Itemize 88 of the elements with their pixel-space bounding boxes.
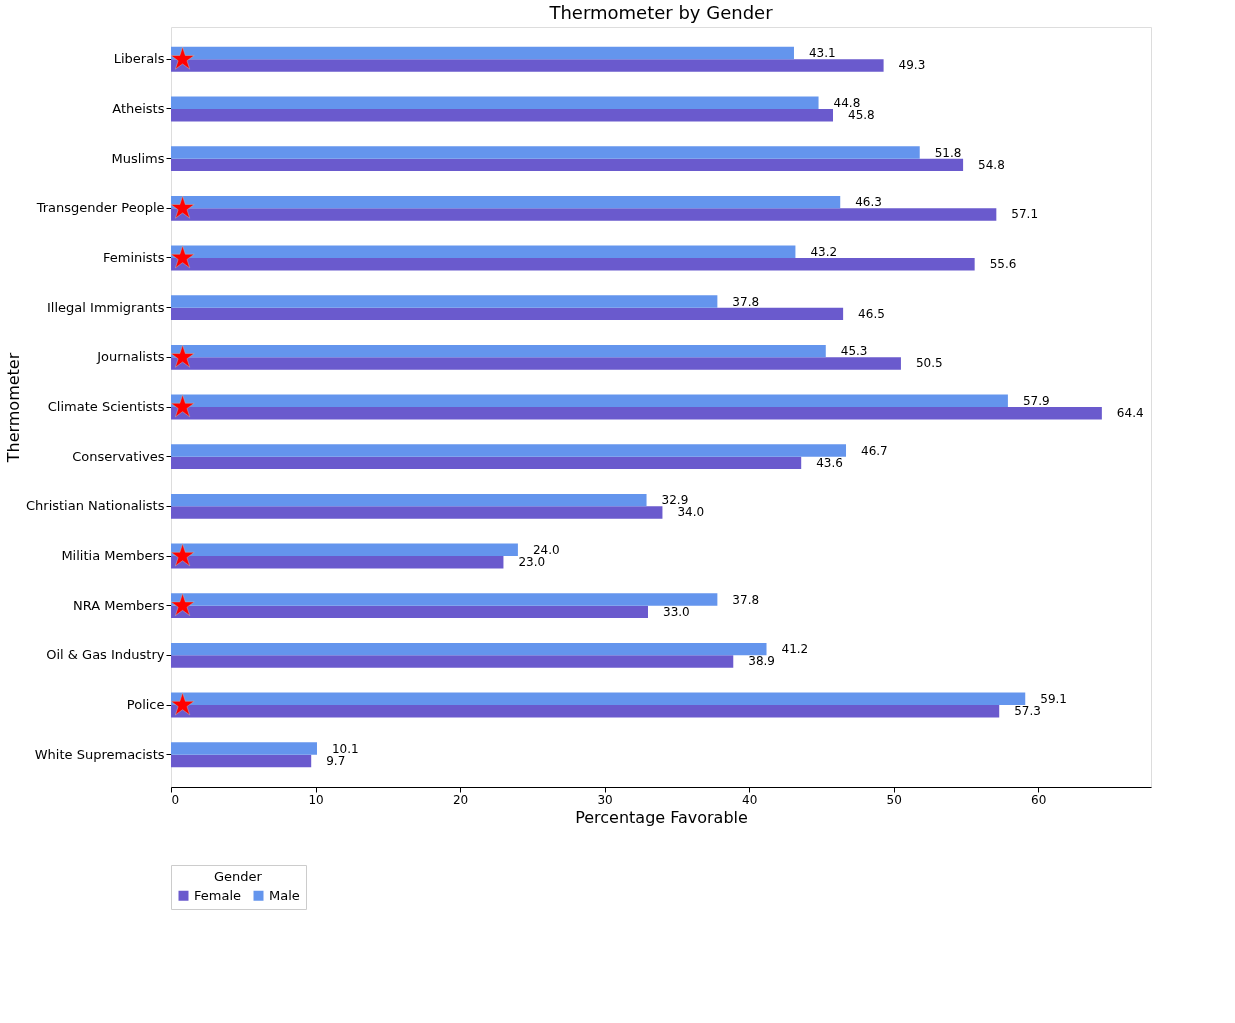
data-label: 46.5 <box>858 306 885 321</box>
y-axis-title: Thermometer <box>3 352 23 464</box>
y-tick-label: Muslims <box>111 150 165 166</box>
bar <box>171 456 802 470</box>
bar <box>171 692 1026 706</box>
legend-title: Gender <box>214 869 263 884</box>
legend-label: Male <box>269 887 300 903</box>
bar <box>171 605 648 619</box>
bar <box>171 108 834 122</box>
data-label: 33.0 <box>662 604 690 619</box>
x-tick-label: 0 <box>171 792 180 807</box>
data-label: 46.7 <box>861 443 888 458</box>
bar <box>171 655 734 668</box>
y-tick-label: Oil & Gas Industry <box>46 647 165 663</box>
y-tick-label: Militia Members <box>61 548 165 564</box>
data-label: 37.8 <box>732 294 760 309</box>
y-tick-label: Atheists <box>112 100 165 116</box>
data-label: 38.9 <box>748 654 775 669</box>
bar <box>171 705 1000 718</box>
data-label: 49.3 <box>898 58 926 73</box>
bar <box>171 158 964 172</box>
x-tick-label: 60 <box>1031 792 1047 807</box>
bar <box>171 245 796 258</box>
chart-title: Thermometer by Gender <box>548 2 774 23</box>
legend-label: Female <box>194 887 242 903</box>
data-label: 45.8 <box>848 107 875 122</box>
bar <box>171 59 884 72</box>
y-tick-label: Conservatives <box>72 448 165 464</box>
bar <box>171 493 647 507</box>
bar <box>171 295 718 308</box>
x-tick-label: 30 <box>597 792 613 807</box>
data-label: 23.0 <box>518 555 546 570</box>
bar <box>171 344 826 358</box>
data-label: 57.3 <box>1014 704 1041 719</box>
data-label: 32.9 <box>661 493 689 508</box>
data-label: 51.8 <box>934 145 962 160</box>
bar <box>171 394 1008 407</box>
x-axis-title: Percentage Favorable <box>575 807 748 827</box>
bar <box>171 46 794 60</box>
data-label: 46.3 <box>855 195 882 210</box>
data-label: 59.1 <box>1040 692 1067 707</box>
data-label: 9.7 <box>326 753 346 768</box>
y-tick-label: Feminists <box>102 249 165 265</box>
y-tick-label: Climate Scientists <box>47 399 165 414</box>
data-label: 43.6 <box>816 455 843 470</box>
y-tick-label: Transgender People <box>35 200 165 216</box>
data-label: 50.5 <box>915 356 943 371</box>
x-tick-label: 40 <box>742 792 758 807</box>
x-tick-label: 50 <box>886 792 902 807</box>
y-tick-label: Journalists <box>96 349 165 365</box>
data-label: 55.6 <box>989 256 1017 271</box>
bar <box>171 444 847 457</box>
y-tick-label: Illegal Immigrants <box>47 299 165 315</box>
bar <box>171 257 975 271</box>
bar <box>171 407 1102 420</box>
bar <box>171 357 901 370</box>
bar <box>171 593 718 606</box>
data-label: 41.2 <box>781 642 809 657</box>
data-label: 57.9 <box>1022 394 1050 408</box>
data-label: 37.8 <box>732 592 760 607</box>
bar <box>171 307 844 321</box>
bar <box>171 506 663 519</box>
data-label: 64.4 <box>1116 406 1144 420</box>
y-tick-label: NRA Members <box>72 597 165 613</box>
x-tick-label: 20 <box>452 792 469 807</box>
bar <box>171 96 819 109</box>
bar <box>171 642 767 656</box>
data-label: 43.1 <box>808 46 836 61</box>
data-label: 54.8 <box>978 157 1005 172</box>
data-label: 10.1 <box>331 741 359 756</box>
data-label: 24.0 <box>532 543 560 558</box>
y-tick-label: White Supremacists <box>34 746 165 762</box>
bar <box>171 742 317 755</box>
bar <box>171 208 997 221</box>
data-label: 44.8 <box>833 95 861 110</box>
x-tick-label: 10 <box>308 792 324 807</box>
bar <box>171 556 504 569</box>
bar <box>171 195 841 209</box>
data-label: 34.0 <box>677 505 705 520</box>
y-tick-label: Police <box>126 697 165 713</box>
y-tick-label: Liberals <box>113 51 165 67</box>
y-tick-label: Christian Nationalists <box>25 498 165 514</box>
bar <box>171 543 518 557</box>
data-label: 43.2 <box>810 244 838 259</box>
data-label: 57.1 <box>1011 207 1039 222</box>
data-label: 45.3 <box>840 344 868 359</box>
bar <box>171 754 312 768</box>
bar <box>171 146 920 159</box>
